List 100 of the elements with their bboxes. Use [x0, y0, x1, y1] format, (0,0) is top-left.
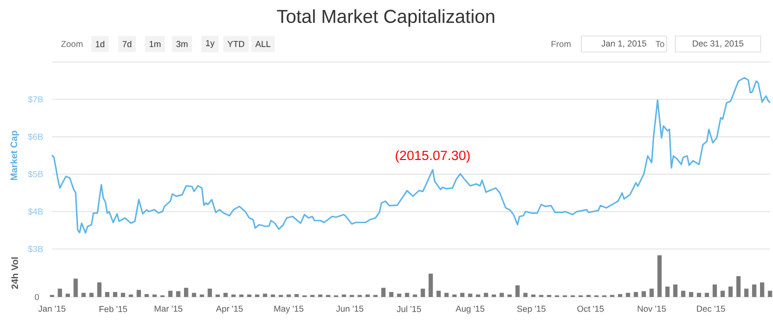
bar [318, 294, 322, 297]
bar [736, 276, 741, 297]
text: YTD [228, 41, 244, 47]
bar [120, 292, 126, 297]
bar [216, 294, 220, 297]
y-tick-label: $4B [28, 208, 43, 216]
bar [208, 288, 212, 297]
bar [492, 294, 496, 297]
x-tick-label: Jul '15 [396, 306, 422, 312]
bar [397, 294, 402, 297]
x-tick-label: Jan '15 [38, 306, 66, 312]
bar [634, 292, 638, 297]
bar [136, 290, 141, 297]
bar [688, 292, 694, 297]
bar [144, 294, 149, 297]
bar [468, 294, 472, 297]
bar [58, 288, 62, 297]
text: Zoom [61, 40, 83, 48]
y-tick-label: $6B [28, 133, 43, 140]
annotation: (2015.07.30) [396, 150, 470, 163]
bar [642, 291, 646, 297]
bar [66, 294, 70, 297]
bar [342, 294, 346, 297]
bar [112, 292, 118, 297]
text: 1y [206, 40, 215, 48]
chart-title: Total Market Capitalization [276, 9, 494, 27]
bar [74, 278, 78, 297]
bar [223, 292, 228, 297]
bar [286, 294, 291, 297]
text: 1m [150, 41, 160, 47]
y-tick-label: $3B [28, 246, 43, 253]
bar [412, 294, 418, 297]
bar [381, 288, 386, 297]
x-tick-label: Feb '15 [100, 306, 128, 312]
bar [508, 294, 512, 297]
bar [97, 282, 102, 297]
bar [476, 294, 480, 297]
bar [760, 282, 764, 297]
text: Jan 1, 2015 [601, 40, 646, 48]
bar [665, 286, 670, 297]
bar [744, 288, 748, 297]
x-tick-label: May '15 [274, 306, 304, 314]
bar [239, 294, 244, 297]
bar [460, 292, 464, 297]
bar [404, 292, 410, 297]
bar [500, 292, 504, 297]
bar [192, 292, 196, 297]
y-axis-title: 24h Vol [11, 257, 18, 289]
x-tick-label: Dec '15 [696, 306, 726, 312]
bar [152, 294, 157, 297]
bar [428, 274, 433, 297]
x-tick-label: Sep '15 [517, 306, 546, 314]
text: To [656, 40, 664, 48]
bar [200, 294, 204, 297]
bar [231, 294, 236, 297]
bar [420, 288, 425, 297]
bar [105, 292, 110, 297]
text: 1d [96, 40, 104, 48]
bar [184, 288, 188, 297]
bar [81, 292, 86, 297]
y-tick-label: $7B [28, 96, 43, 103]
text: Dec 31, 2015 [692, 40, 744, 48]
bar [618, 294, 622, 297]
text: 0 [34, 294, 39, 300]
bar [681, 290, 686, 297]
x-tick-label: Nov '15 [638, 306, 666, 312]
bar [696, 292, 702, 297]
bar [712, 284, 717, 297]
bar [176, 291, 180, 297]
bar [262, 294, 268, 297]
bar [728, 286, 733, 297]
text: 7d [122, 40, 132, 48]
bar [128, 294, 134, 297]
x-tick-label: Oct '15 [577, 306, 604, 312]
text: From [552, 40, 571, 48]
bar [365, 294, 370, 297]
bar [89, 292, 94, 297]
bar [657, 255, 662, 297]
bar [626, 292, 630, 297]
y-tick-label: $5B [28, 170, 43, 178]
bar [436, 290, 441, 297]
bar [294, 294, 299, 297]
bar [452, 294, 457, 297]
bar [752, 284, 756, 297]
bar [720, 290, 725, 297]
bar [247, 294, 252, 297]
bar [168, 290, 172, 297]
x-tick-label: Mar '15 [154, 306, 182, 312]
bar [255, 294, 260, 297]
bar [531, 294, 536, 297]
x-tick-label: Aug '15 [456, 306, 484, 314]
text: ALL [255, 41, 270, 47]
text: 3m [176, 40, 188, 48]
bar [389, 292, 394, 297]
bar [650, 288, 654, 297]
bar [515, 285, 520, 297]
bar [523, 292, 528, 297]
x-tick-label: Apr '15 [216, 306, 243, 314]
bar [673, 284, 678, 297]
bar [704, 292, 710, 297]
